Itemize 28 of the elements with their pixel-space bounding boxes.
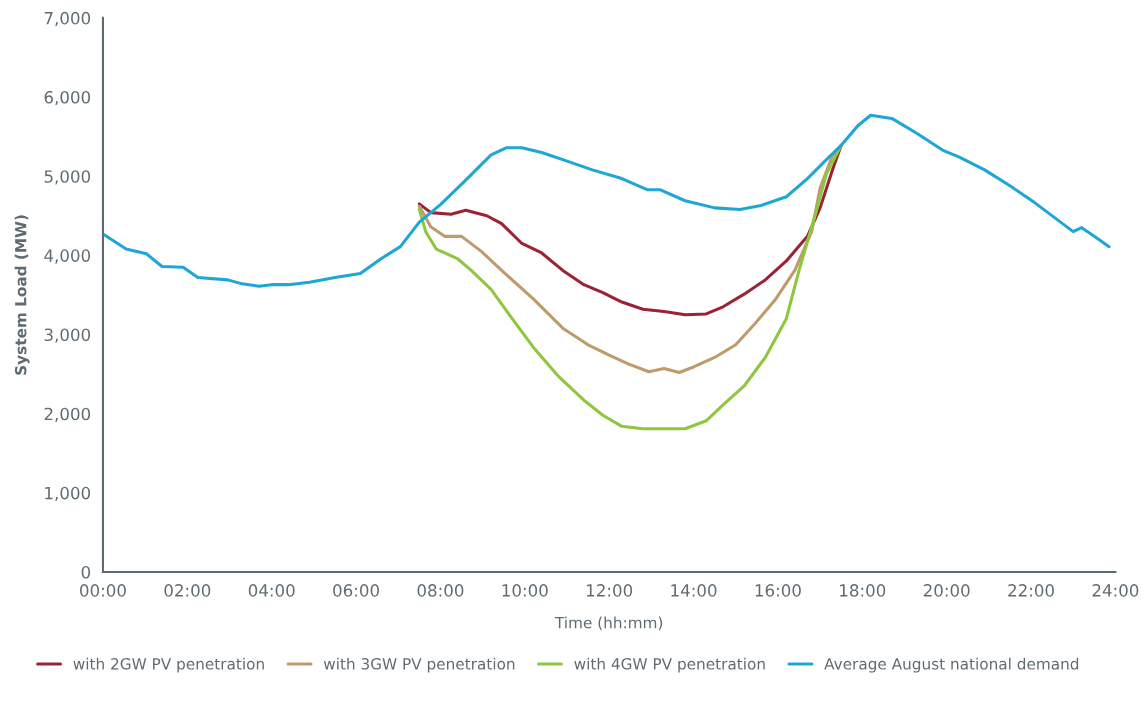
x-tick-label: 14:00 (671, 584, 717, 597)
y-tick-label: 5,000 (44, 170, 91, 185)
legend-label: with 4GW PV penetration (574, 657, 765, 673)
x-axis-title: Time (hh:mm) (554, 616, 663, 631)
legend-label: Average August national demand (824, 657, 1079, 673)
y-tick-label: 0 (81, 565, 91, 579)
x-tick-label: 04:00 (248, 584, 295, 597)
x-tick-label: 16:00 (755, 584, 801, 597)
x-tick-label: 08:00 (417, 584, 464, 597)
x-tick-label: 20:00 (923, 584, 970, 597)
x-tick-label: 22:00 (1008, 584, 1054, 597)
x-tick-label: 02:00 (164, 584, 211, 597)
x-tick-label: 00:00 (80, 584, 126, 597)
y-tick-label: 1,000 (45, 486, 91, 502)
legend-label: with 2GW PV penetration (73, 657, 264, 673)
y-tick-label: 3,000 (44, 328, 91, 343)
y-tick-label: 6,000 (44, 91, 91, 106)
x-tick-label: 24:00 (1092, 584, 1139, 597)
x-tick-label: 06:00 (333, 584, 379, 597)
legend-label: with 3GW PV penetration (323, 657, 515, 673)
x-tick-label: 12:00 (587, 584, 633, 597)
y-tick-label: 4,000 (44, 249, 91, 264)
line-series (102, 113, 1111, 288)
y-tick-label: 7,000 (44, 11, 91, 27)
y-axis-title: System Load (MW) (14, 215, 30, 375)
x-tick-label: 18:00 (840, 584, 886, 597)
y-tick-label: 2,000 (44, 407, 91, 422)
x-tick-label: 10:00 (502, 584, 548, 597)
